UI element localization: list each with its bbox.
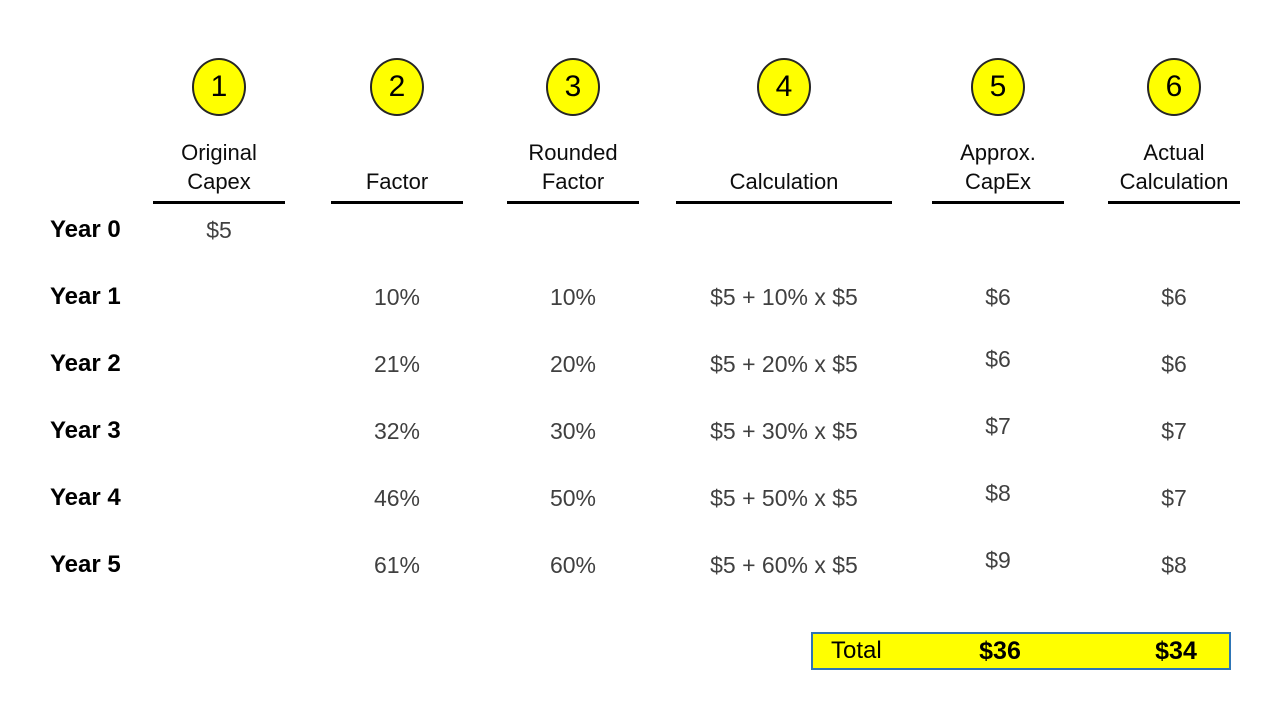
column-2-badge-icon: 2 xyxy=(370,58,424,116)
row-label-year-2: Year 2 xyxy=(50,350,121,377)
cell-year4-calculation: $5 + 50% x $5 xyxy=(710,485,858,511)
cell-year4-actual-calculation: $7 xyxy=(1161,485,1187,511)
cell-year2-factor: 21% xyxy=(373,351,421,377)
column-header-factor: Factor xyxy=(331,125,463,204)
total-label: Total xyxy=(831,637,882,664)
column-4-badge-icon: 4 xyxy=(757,58,811,116)
column-5-badge-icon: 5 xyxy=(971,58,1025,116)
column-6-number: 6 xyxy=(1165,70,1183,103)
cell-year4-rounded-factor: 50% xyxy=(549,485,597,511)
cell-year3-approx-capex: $7 xyxy=(985,413,1011,439)
cell-year2-rounded-factor: 20% xyxy=(549,351,597,377)
cell-year5-actual-calculation: $8 xyxy=(1161,552,1187,578)
cell-year5-approx-capex: $9 xyxy=(985,547,1011,573)
cell-year3-factor: 32% xyxy=(373,418,421,444)
cell-year5-calculation: $5 + 60% x $5 xyxy=(710,552,858,578)
cell-year3-actual-calculation: $7 xyxy=(1161,418,1187,444)
column-3-number: 3 xyxy=(564,70,582,103)
cell-year0-original-capex: $5 xyxy=(206,217,232,243)
total-row: Total $36 $34 xyxy=(811,632,1231,670)
cell-year4-approx-capex: $8 xyxy=(985,480,1011,506)
cell-year4-factor: 46% xyxy=(373,485,421,511)
total-actual-calculation: $34 xyxy=(1155,637,1197,665)
total-approx-capex: $36 xyxy=(979,637,1021,665)
column-header-calculation: Calculation xyxy=(676,125,892,204)
cell-year3-calculation: $5 + 30% x $5 xyxy=(710,418,858,444)
column-3-badge-icon: 3 xyxy=(546,58,600,116)
cell-year1-rounded-factor: 10% xyxy=(549,284,597,310)
column-header-original-capex: Original Capex xyxy=(153,125,285,204)
column-header-rounded-factor: Rounded Factor xyxy=(507,125,639,204)
column-header-approx-capex: Approx. CapEx xyxy=(932,125,1064,204)
row-label-year-1: Year 1 xyxy=(50,283,121,310)
cell-year5-factor: 61% xyxy=(373,552,421,578)
row-label-year-3: Year 3 xyxy=(50,417,121,444)
cell-year3-rounded-factor: 30% xyxy=(549,418,597,444)
row-label-year-4: Year 4 xyxy=(50,484,121,511)
column-5-number: 5 xyxy=(989,70,1007,103)
column-header-actual-calculation: Actual Calculation xyxy=(1108,125,1240,204)
cell-year1-approx-capex: $6 xyxy=(985,284,1011,310)
column-2-number: 2 xyxy=(388,70,406,103)
column-1-number: 1 xyxy=(210,70,228,103)
cell-year5-rounded-factor: 60% xyxy=(549,552,597,578)
cell-year2-approx-capex: $6 xyxy=(985,346,1011,372)
cell-year2-calculation: $5 + 20% x $5 xyxy=(710,351,858,377)
column-1-badge-icon: 1 xyxy=(192,58,246,116)
cell-year1-factor: 10% xyxy=(373,284,421,310)
cell-year1-calculation: $5 + 10% x $5 xyxy=(710,284,858,310)
cell-year2-actual-calculation: $6 xyxy=(1161,351,1187,377)
column-4-number: 4 xyxy=(775,70,793,103)
row-label-year-0: Year 0 xyxy=(50,216,121,243)
row-label-year-5: Year 5 xyxy=(50,551,121,578)
column-6-badge-icon: 6 xyxy=(1147,58,1201,116)
cell-year1-actual-calculation: $6 xyxy=(1161,284,1187,310)
